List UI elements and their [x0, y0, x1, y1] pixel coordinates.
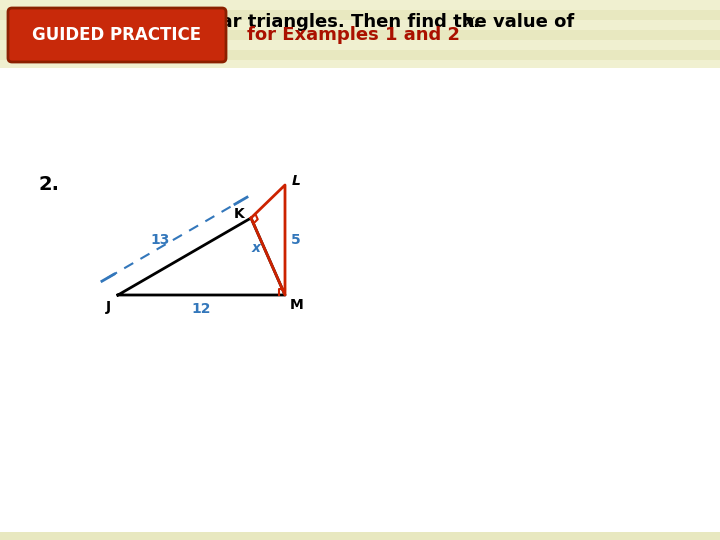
- Bar: [0, 360, 720, 370]
- Bar: [0, 40, 720, 50]
- Bar: [0, 120, 720, 130]
- Text: GUIDED PRACTICE: GUIDED PRACTICE: [32, 26, 202, 44]
- Bar: [0, 430, 720, 440]
- Bar: [0, 230, 720, 240]
- Bar: [0, 250, 720, 260]
- Text: J: J: [105, 300, 111, 314]
- Bar: [0, 390, 720, 400]
- Bar: [0, 0, 720, 68]
- Text: x: x: [463, 13, 474, 31]
- Bar: [0, 410, 720, 420]
- Text: M: M: [290, 298, 304, 312]
- Bar: [0, 400, 720, 410]
- Bar: [0, 470, 720, 480]
- Bar: [0, 110, 720, 120]
- Bar: [0, 80, 720, 90]
- Bar: [0, 210, 720, 220]
- Bar: [0, 500, 720, 510]
- Bar: [0, 420, 720, 430]
- Bar: [0, 180, 720, 190]
- Bar: [0, 450, 720, 460]
- Bar: [0, 510, 720, 520]
- Text: 2.: 2.: [38, 176, 59, 194]
- Bar: [0, 220, 720, 230]
- Bar: [0, 100, 720, 110]
- Bar: [0, 70, 720, 80]
- Bar: [0, 300, 720, 310]
- Text: for Examples 1 and 2: for Examples 1 and 2: [247, 26, 460, 44]
- Bar: [0, 330, 720, 340]
- Bar: [0, 350, 720, 360]
- Text: x: x: [251, 241, 261, 255]
- Text: Identify the similar triangles. Then find the value of: Identify the similar triangles. Then fin…: [48, 13, 580, 31]
- Bar: [0, 0, 720, 10]
- Text: L: L: [292, 174, 300, 188]
- Bar: [0, 290, 720, 300]
- Bar: [0, 170, 720, 180]
- Bar: [0, 260, 720, 270]
- Bar: [0, 140, 720, 150]
- Bar: [0, 30, 720, 40]
- Bar: [0, 310, 720, 320]
- Bar: [0, 380, 720, 390]
- Bar: [0, 160, 720, 170]
- Bar: [0, 20, 720, 30]
- Bar: [0, 340, 720, 350]
- Bar: [0, 150, 720, 160]
- Bar: [0, 490, 720, 500]
- Bar: [0, 50, 720, 60]
- Bar: [0, 68, 720, 540]
- Bar: [0, 520, 720, 530]
- Bar: [0, 440, 720, 450]
- Text: 13: 13: [150, 233, 169, 247]
- Bar: [0, 532, 720, 540]
- Bar: [0, 60, 720, 70]
- Bar: [0, 280, 720, 290]
- FancyBboxPatch shape: [8, 8, 226, 62]
- Bar: [0, 370, 720, 380]
- Bar: [0, 240, 720, 250]
- Text: .: .: [472, 13, 479, 31]
- Bar: [0, 460, 720, 470]
- Bar: [0, 10, 720, 20]
- Bar: [0, 270, 720, 280]
- Bar: [0, 530, 720, 540]
- Text: 12: 12: [192, 302, 211, 316]
- Text: 5: 5: [291, 233, 301, 247]
- Bar: [0, 190, 720, 200]
- Bar: [0, 480, 720, 490]
- Bar: [0, 200, 720, 210]
- Text: K: K: [233, 207, 244, 221]
- Bar: [0, 90, 720, 100]
- Bar: [0, 320, 720, 330]
- Bar: [0, 130, 720, 140]
